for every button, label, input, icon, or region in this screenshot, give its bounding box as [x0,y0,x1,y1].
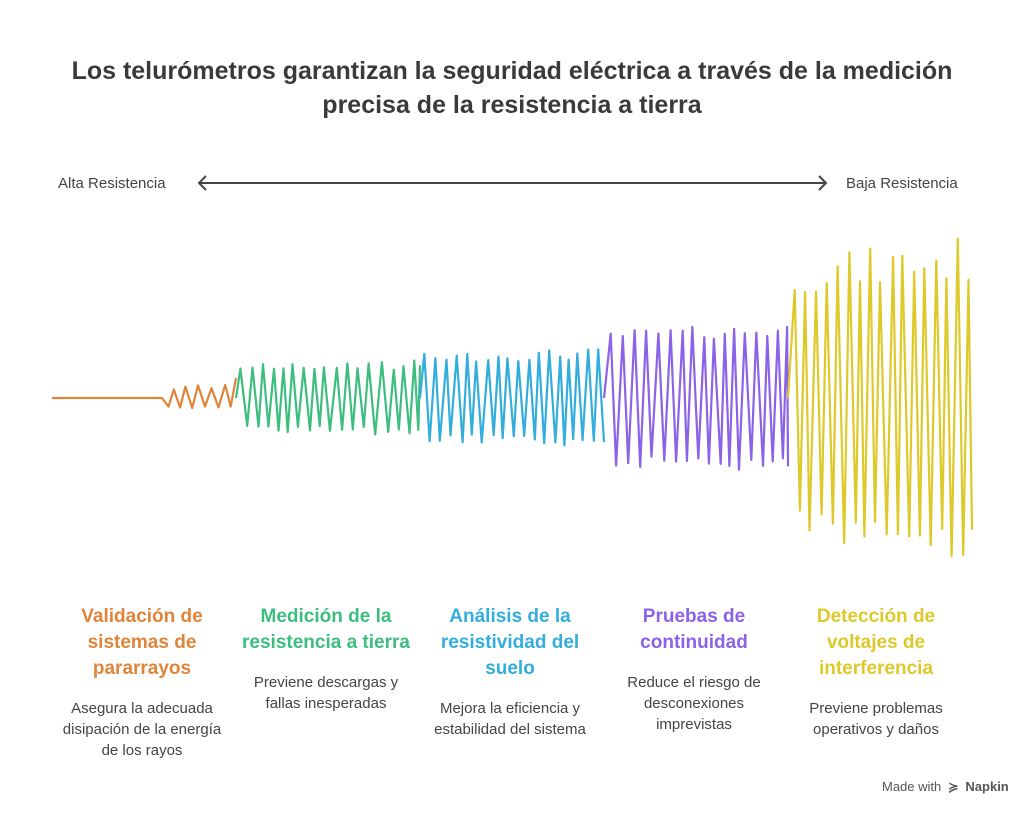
segment-1: Validación de sistemas de pararrayos Ase… [58,604,226,761]
page-title: Los telurómetros garantizan la seguridad… [71,57,953,119]
waveform [52,237,974,558]
segment-3-description: Mejora la eficiencia y estabilidad del s… [434,700,586,738]
axis-right-label: Baja Resistencia [846,175,958,192]
napkin-logo-icon: ≽ [947,779,959,794]
wave-segment-4 [602,325,790,471]
segment-2-title: Medición de la resistencia a tierra [242,606,410,653]
segment-2-description: Previene descargas y fallas inesperadas [253,674,399,712]
made-with-text: Made with [882,779,942,794]
segment-5: Detección de voltajes de interferencia P… [792,604,960,740]
segment-1-title: Validación de sistemas de pararrayos [81,606,203,679]
axis-left-label: Alta Resistencia [58,175,166,192]
segment-2: Medición de la resistencia a tierra Prev… [242,604,410,714]
wave-segment-2 [234,359,422,436]
segment-4-description: Reduce el riesgo de desconexiones imprev… [627,674,761,733]
segment-4-title: Pruebas de continuidad [640,606,748,653]
double-headed-arrow-icon [197,175,828,191]
segment-5-description: Previene problemas operativos y daños [809,700,943,738]
segment-5-title: Detección de voltajes de interferencia [816,606,936,679]
segment-3: Análisis de la resistividad del suelo Me… [426,604,594,740]
wave-segment-3 [418,348,606,447]
wave-segment-1 [52,377,238,410]
wave-segment-5 [786,237,974,558]
segment-1-description: Asegura la adecuada disipación de la ene… [62,700,222,759]
napkin-watermark: Made with ≽ Napkin [882,779,1009,795]
segment-4: Pruebas de continuidad Reduce el riesgo … [610,604,778,735]
segment-3-title: Análisis de la resistividad del suelo [440,606,580,679]
napkin-brand-text: Napkin [965,779,1009,794]
